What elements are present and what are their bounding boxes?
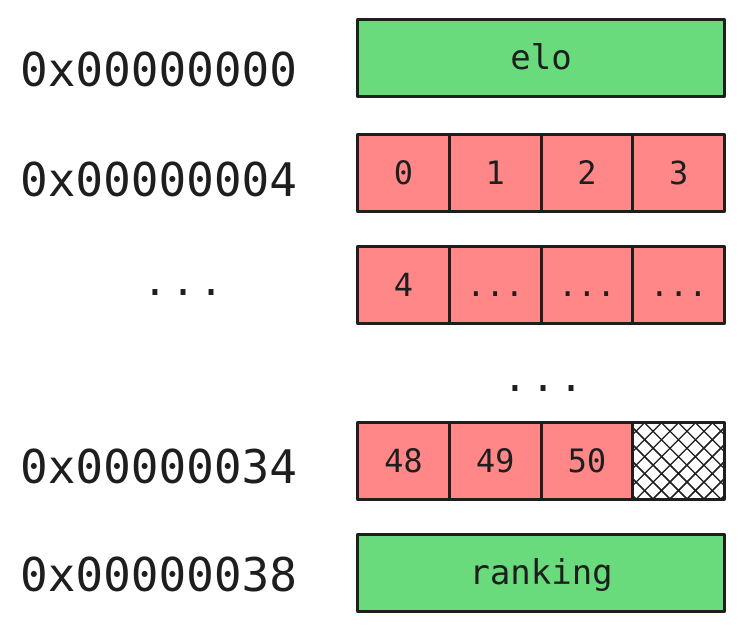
byte-row: 48 49 50 bbox=[356, 421, 726, 501]
field-label: ranking bbox=[469, 553, 613, 593]
byte-cell: 4 bbox=[359, 248, 451, 322]
address-label: 0x00000034 bbox=[20, 440, 297, 494]
byte-cell: ... bbox=[542, 248, 635, 322]
field-label: elo bbox=[510, 38, 572, 78]
byte-cell: 2 bbox=[542, 136, 635, 210]
byte-cell: 50 bbox=[542, 424, 635, 498]
address-ellipsis: ... bbox=[142, 259, 228, 305]
byte-row: 0 1 2 3 bbox=[356, 133, 726, 213]
byte-cell: 48 bbox=[359, 424, 451, 498]
field-box-ranking: ranking bbox=[356, 533, 726, 613]
byte-cell: 49 bbox=[450, 424, 543, 498]
byte-cell: 1 bbox=[450, 136, 543, 210]
padding-cell-hatched bbox=[634, 424, 723, 498]
byte-cell: ... bbox=[634, 248, 723, 322]
address-label: 0x00000000 bbox=[20, 43, 297, 97]
field-box-elo: elo bbox=[356, 18, 726, 98]
byte-row: 4 ... ... ... bbox=[356, 245, 726, 325]
address-label: 0x00000004 bbox=[20, 153, 297, 207]
gap-ellipsis: ... bbox=[502, 355, 588, 401]
byte-cell: 3 bbox=[634, 136, 723, 210]
byte-cell: ... bbox=[450, 248, 543, 322]
address-label: 0x00000038 bbox=[20, 548, 297, 602]
byte-cell: 0 bbox=[359, 136, 451, 210]
